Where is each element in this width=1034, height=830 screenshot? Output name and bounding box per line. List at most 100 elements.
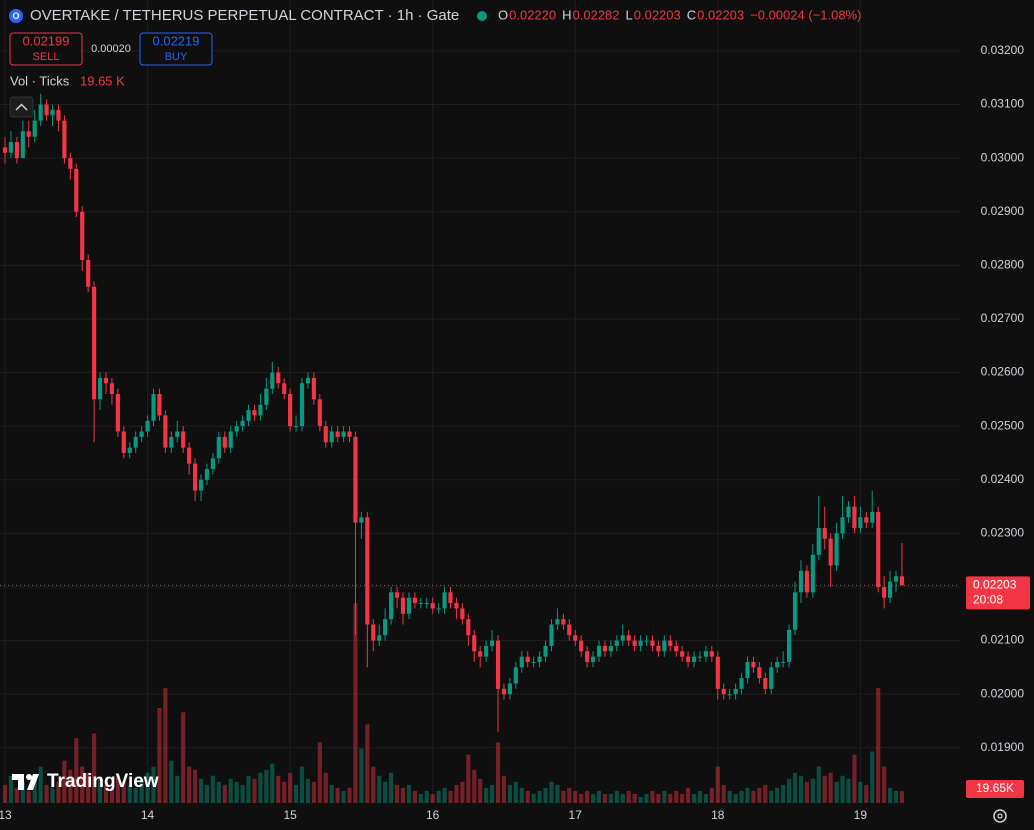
volume-bar bbox=[721, 784, 726, 803]
volume-bar bbox=[145, 772, 150, 803]
watermark-text: TradingView bbox=[47, 771, 159, 792]
volume-bar bbox=[222, 784, 227, 803]
candle-layer bbox=[2, 93, 905, 732]
candle-body bbox=[739, 678, 744, 689]
candle-body bbox=[674, 645, 679, 652]
candle-body bbox=[531, 662, 536, 664]
candle-body bbox=[389, 592, 394, 620]
volume-bar bbox=[751, 790, 756, 803]
candle-body bbox=[305, 377, 311, 384]
volume-bar bbox=[792, 772, 798, 803]
symbol-logo bbox=[9, 9, 23, 23]
volume-bar bbox=[757, 787, 762, 803]
volume-bar bbox=[276, 775, 281, 803]
volume-bar bbox=[543, 787, 548, 803]
countdown-label: 20:08 bbox=[973, 593, 1003, 607]
ohlc-change: −0.00024 (−1.08%) bbox=[750, 7, 861, 22]
volume-bar bbox=[436, 790, 441, 803]
candle-body bbox=[460, 608, 465, 620]
candle-body bbox=[656, 645, 661, 652]
candle-body bbox=[181, 431, 186, 448]
y-tick-label: 0.02700 bbox=[981, 311, 1025, 325]
volume-tag bbox=[966, 780, 1024, 798]
candle-body bbox=[650, 640, 655, 646]
volume-bar bbox=[442, 787, 447, 803]
candle-body bbox=[216, 436, 221, 459]
candle-body bbox=[543, 645, 548, 657]
volume-bar bbox=[852, 754, 857, 803]
candle-body bbox=[347, 431, 352, 437]
candle-body bbox=[864, 517, 869, 523]
collapse-button[interactable] bbox=[9, 96, 34, 118]
volume-bar bbox=[893, 790, 899, 803]
candle-body bbox=[478, 651, 483, 657]
candle-body bbox=[193, 463, 198, 491]
candle-body bbox=[44, 104, 49, 116]
volume-bar bbox=[608, 793, 613, 803]
volume-bar bbox=[264, 769, 269, 803]
volume-bar bbox=[573, 790, 578, 803]
sell-button[interactable] bbox=[9, 32, 83, 66]
candle-body bbox=[810, 554, 815, 593]
candle-body bbox=[513, 667, 518, 684]
candle-body bbox=[751, 662, 756, 668]
x-tick-label: 16 bbox=[426, 808, 440, 822]
buy-button[interactable] bbox=[139, 32, 213, 66]
volume-bar bbox=[680, 793, 685, 803]
candle-body bbox=[525, 656, 530, 663]
last-price-label: 0.02203 bbox=[973, 578, 1017, 592]
volume-bar bbox=[733, 793, 738, 803]
candle-body bbox=[715, 656, 720, 689]
volume-bar bbox=[157, 708, 162, 803]
collapse-box[interactable] bbox=[9, 96, 34, 118]
candle-body bbox=[418, 603, 423, 605]
volume-bar bbox=[127, 784, 132, 803]
volume-bar bbox=[460, 781, 465, 803]
volume-bar bbox=[109, 787, 114, 803]
candle-body bbox=[210, 458, 215, 470]
sell-price: 0.02199 bbox=[23, 33, 70, 48]
volume-bar bbox=[561, 790, 566, 803]
settings-icon[interactable] bbox=[993, 809, 1007, 823]
volume-bar bbox=[466, 754, 471, 803]
candle-body bbox=[662, 640, 667, 652]
volume-bar bbox=[311, 781, 316, 803]
candle-body bbox=[691, 656, 697, 663]
volume-bar bbox=[686, 787, 691, 803]
volume-bar bbox=[739, 790, 744, 803]
volume-bar bbox=[246, 775, 251, 803]
volume-bar bbox=[870, 751, 875, 803]
x-tick-label: 19 bbox=[854, 808, 868, 822]
y-tick-label: 0.02300 bbox=[981, 526, 1025, 540]
candle-body bbox=[792, 592, 798, 630]
candle-body bbox=[834, 533, 839, 566]
candle-body bbox=[590, 656, 596, 663]
volume-bar bbox=[323, 772, 328, 803]
candle-body bbox=[157, 393, 162, 416]
candle-body bbox=[145, 420, 150, 432]
candle-body bbox=[127, 447, 132, 453]
candle-body bbox=[840, 517, 845, 534]
candle-body bbox=[50, 109, 55, 116]
axis-layer: 0.019000.020000.021000.022000.023000.024… bbox=[0, 43, 1030, 822]
candle-body bbox=[567, 624, 572, 636]
volume-bar bbox=[691, 793, 697, 803]
volume-bar bbox=[715, 766, 720, 803]
candle-body bbox=[139, 431, 144, 437]
candle-body bbox=[882, 586, 887, 598]
ohlc-key: C bbox=[687, 7, 696, 22]
candle-body bbox=[26, 131, 31, 137]
chart-title: OVERTAKE / TETHERUS PERPETUAL CONTRACT ·… bbox=[30, 7, 459, 24]
y-tick-label: 0.03000 bbox=[981, 150, 1025, 164]
volume-bar bbox=[614, 790, 619, 803]
candle-body bbox=[329, 431, 334, 443]
volume-bar bbox=[418, 793, 423, 803]
volume-bar bbox=[590, 793, 596, 803]
volume-bar bbox=[537, 790, 542, 803]
candle-body bbox=[103, 377, 109, 384]
candle-body bbox=[602, 645, 608, 652]
settings-button[interactable] bbox=[993, 809, 1007, 823]
candle-body bbox=[876, 511, 881, 587]
candle-body bbox=[169, 436, 174, 448]
volume-bar bbox=[887, 787, 893, 803]
